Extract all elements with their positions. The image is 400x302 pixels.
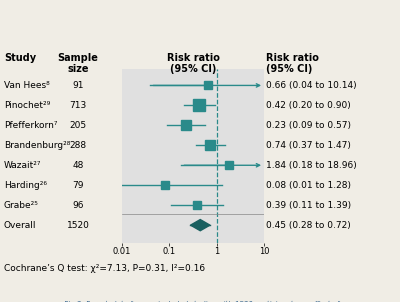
Text: Grabe²⁵: Grabe²⁵ bbox=[4, 201, 39, 210]
Text: 48: 48 bbox=[72, 161, 84, 170]
Text: Risk ratio
(95% CI): Risk ratio (95% CI) bbox=[266, 53, 319, 75]
Text: Overall: Overall bbox=[4, 221, 36, 230]
Text: 0.66 (0.04 to 10.14): 0.66 (0.04 to 10.14) bbox=[266, 81, 357, 90]
Text: Wazait²⁷: Wazait²⁷ bbox=[4, 161, 42, 170]
Text: 0.08 (0.01 to 1.28): 0.08 (0.01 to 1.28) bbox=[266, 181, 351, 190]
Text: 0.45 (0.28 to 0.72): 0.45 (0.28 to 0.72) bbox=[266, 221, 351, 230]
Text: 0.23 (0.09 to 0.57): 0.23 (0.09 to 0.57) bbox=[266, 121, 351, 130]
Text: Sample
size: Sample size bbox=[58, 53, 98, 75]
Text: 91: 91 bbox=[72, 81, 84, 90]
Text: Harding²⁶: Harding²⁶ bbox=[4, 181, 47, 190]
Polygon shape bbox=[190, 220, 210, 231]
Text: Study: Study bbox=[4, 53, 36, 63]
Text: 0.74 (0.37 to 1.47): 0.74 (0.37 to 1.47) bbox=[266, 141, 351, 150]
Text: Brandenburg²⁸: Brandenburg²⁸ bbox=[4, 141, 70, 150]
Text: 79: 79 bbox=[72, 181, 84, 190]
Text: Van Hees⁸: Van Hees⁸ bbox=[4, 81, 50, 90]
Text: Pfefferkorn⁷: Pfefferkorn⁷ bbox=[4, 121, 58, 130]
Text: 0.39 (0.11 to 1.39): 0.39 (0.11 to 1.39) bbox=[266, 201, 351, 210]
Text: 1520: 1520 bbox=[66, 221, 90, 230]
Text: Fig 2: Forest plot of seven included studies with 1520 participants on effect of: Fig 2: Forest plot of seven included stu… bbox=[64, 300, 339, 302]
Text: 288: 288 bbox=[70, 141, 86, 150]
Text: 205: 205 bbox=[70, 121, 86, 130]
Text: 0.42 (0.20 to 0.90): 0.42 (0.20 to 0.90) bbox=[266, 101, 351, 110]
Text: 713: 713 bbox=[69, 101, 87, 110]
Text: 96: 96 bbox=[72, 201, 84, 210]
Text: 1.84 (0.18 to 18.96): 1.84 (0.18 to 18.96) bbox=[266, 161, 357, 170]
Text: Pinochet²⁹: Pinochet²⁹ bbox=[4, 101, 50, 110]
Text: Cochrane’s Q test: χ²=7.13, P=0.31, I²=0.16: Cochrane’s Q test: χ²=7.13, P=0.31, I²=0… bbox=[4, 264, 205, 273]
Text: Risk ratio
(95% CI): Risk ratio (95% CI) bbox=[166, 53, 220, 75]
